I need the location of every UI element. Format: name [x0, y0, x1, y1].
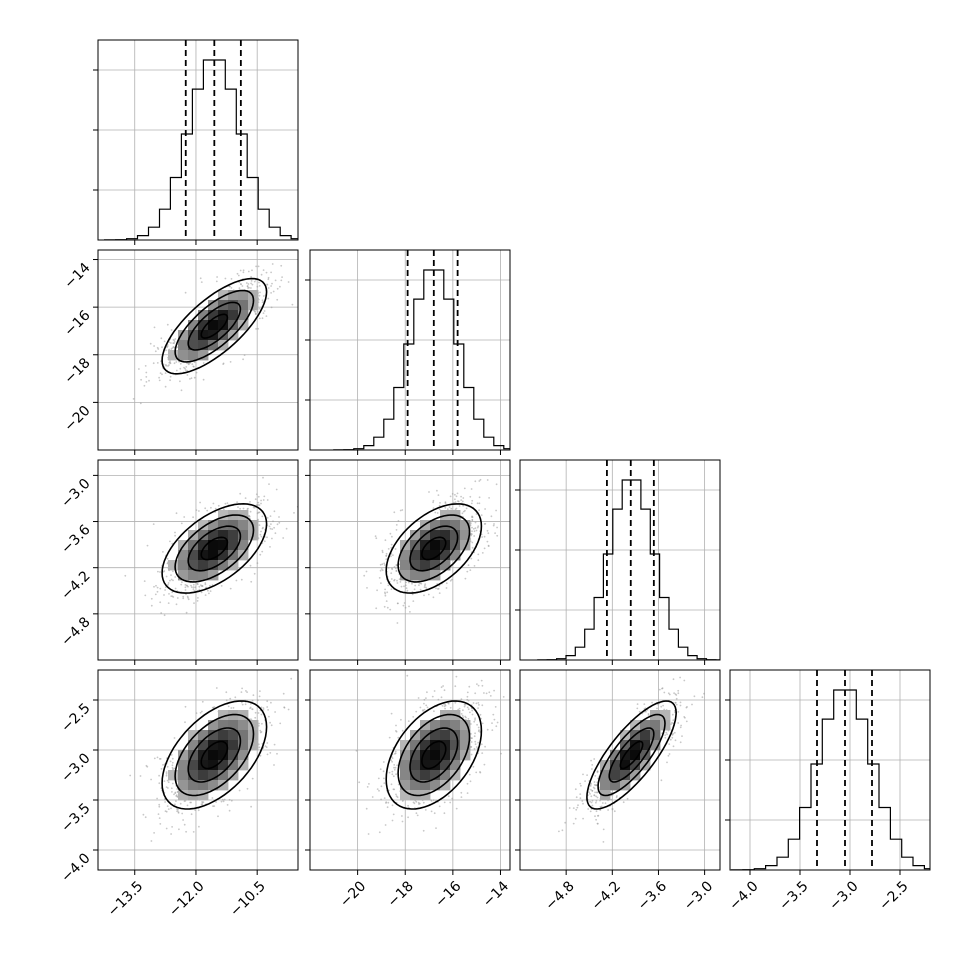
x-tick-label: −12.0	[166, 878, 208, 920]
x-tick-label: −10.5	[227, 878, 269, 920]
x-tick-label: −3.0	[681, 878, 716, 913]
panel-frame	[309, 459, 511, 661]
panel-2-2	[515, 459, 721, 665]
x-tick-label: −2.5	[876, 878, 911, 913]
panel-frame	[97, 39, 299, 241]
contour-1	[608, 727, 655, 783]
y-tick-label: −18	[61, 355, 93, 387]
contour-2	[174, 514, 255, 583]
x-tick-label: −4.2	[589, 878, 624, 913]
panel-background	[98, 40, 298, 240]
y-tick-label: −3.0	[58, 476, 93, 511]
x-tick-label: −20	[337, 878, 369, 910]
panel-frame	[519, 669, 721, 871]
panel-1-0	[93, 249, 299, 455]
contour-3	[161, 700, 268, 810]
contour-2	[397, 514, 471, 583]
x-tick-label: −4.0	[726, 878, 761, 913]
contour-2	[174, 289, 255, 363]
contour-3	[586, 700, 678, 810]
panel-3-3	[725, 669, 931, 875]
y-tick-label: −4.2	[58, 568, 93, 603]
contour-0	[200, 313, 229, 339]
contour-1	[409, 727, 459, 783]
panel-3-1	[305, 669, 511, 875]
contour-0	[619, 740, 644, 770]
contour-0	[421, 536, 447, 561]
panel-frame	[519, 459, 721, 661]
contour-2	[397, 713, 471, 797]
y-tick-label: −4.8	[58, 614, 93, 649]
y-tick-label: −3.6	[58, 522, 93, 557]
y-tick-label: −4.0	[58, 850, 93, 885]
panel-frame	[729, 669, 931, 871]
panel-2-1	[305, 459, 511, 665]
contour-3	[161, 277, 268, 375]
panel-frame	[97, 249, 299, 451]
x-tick-label: −16	[432, 878, 464, 910]
panel-1-1	[305, 249, 511, 455]
y-tick-label: −3.5	[58, 800, 93, 835]
contour-3	[385, 700, 483, 810]
panel-frame	[309, 249, 511, 451]
contour-1	[187, 727, 242, 783]
panel-background	[520, 460, 720, 660]
contour-2	[597, 713, 666, 797]
x-tick-label: −3.5	[776, 878, 811, 913]
contour-0	[421, 740, 447, 770]
panel-frame	[97, 459, 299, 661]
x-tick-label: −14	[480, 878, 512, 910]
contour-3	[161, 502, 268, 594]
x-tick-label: −3.0	[826, 878, 861, 913]
panel-3-0	[93, 669, 299, 875]
y-tick-label: −20	[61, 403, 93, 435]
panel-3-2	[515, 669, 721, 875]
y-tick-label: −16	[61, 307, 93, 339]
contour-1	[187, 301, 242, 351]
contour-3	[385, 503, 483, 594]
x-tick-label: −3.6	[635, 878, 670, 913]
panel-2-0	[93, 459, 299, 665]
contour-0	[200, 740, 229, 770]
y-tick-label: −2.5	[58, 700, 93, 735]
panel-frame	[309, 669, 511, 871]
contour-0	[200, 536, 229, 561]
panel-frame	[97, 669, 299, 871]
panel-background	[310, 250, 510, 450]
y-tick-label: −3.0	[58, 750, 93, 785]
contour-1	[409, 525, 459, 572]
x-tick-label: −4.8	[542, 878, 577, 913]
x-tick-label: −13.5	[105, 878, 147, 920]
panel-0-0	[93, 39, 299, 245]
y-tick-label: −14	[61, 260, 93, 292]
contour-1	[187, 525, 242, 572]
contour-2	[174, 713, 255, 797]
panel-background	[730, 670, 930, 870]
x-tick-label: −18	[385, 878, 417, 910]
